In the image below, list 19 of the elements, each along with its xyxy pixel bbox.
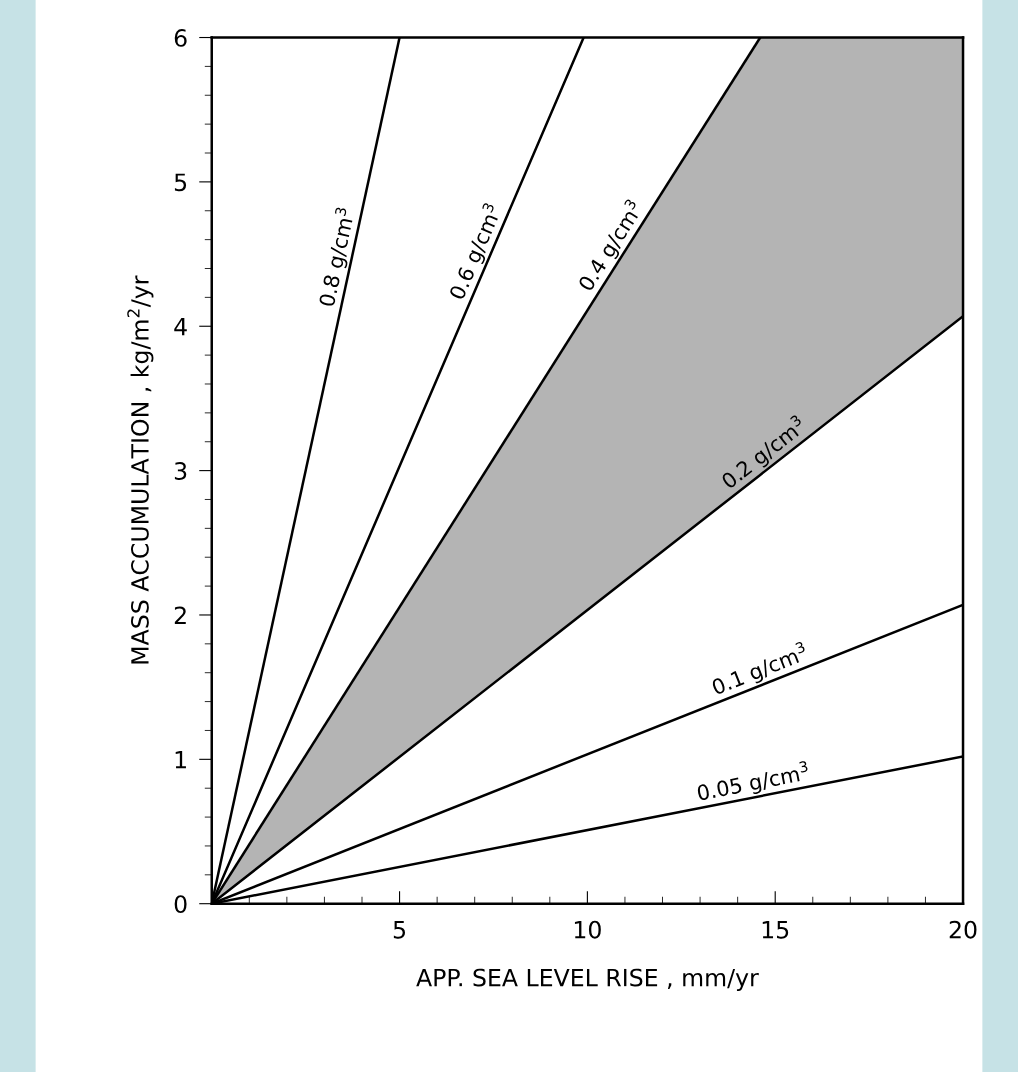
y-tick-label: 2	[174, 606, 186, 624]
y-tick-label: 5	[174, 173, 187, 192]
text: 0.8 g/cm$^{3}$	[315, 206, 359, 308]
text: 0.6 g/cm$^{3}$	[445, 202, 506, 302]
y-tick-label: 6	[174, 28, 187, 47]
y-tick-label: 3	[174, 462, 187, 480]
x-tick-label: 10	[574, 920, 601, 939]
y-axis-title: MASS ACCUMULATION , kg/m$^{2}$/yr	[127, 275, 154, 664]
x-axis-title: APP. SEA LEVEL RISE , mm/yr	[416, 968, 759, 992]
y-tick-label: 0	[174, 895, 187, 913]
y-tick-label: 1	[175, 751, 186, 769]
x-tick-label: 15	[762, 921, 789, 939]
y-tick-label: 4	[174, 318, 187, 336]
text: 0.2 g/cm$^{3}$	[718, 414, 810, 493]
text: 0.4 g/cm$^{3}$	[574, 198, 647, 295]
text: 0.05 g/cm$^{3}$	[696, 760, 811, 805]
x-tick-label: 5	[393, 921, 406, 939]
text: 0.1 g/cm$^{3}$	[709, 641, 810, 700]
x-tick-label: 20	[949, 920, 977, 939]
